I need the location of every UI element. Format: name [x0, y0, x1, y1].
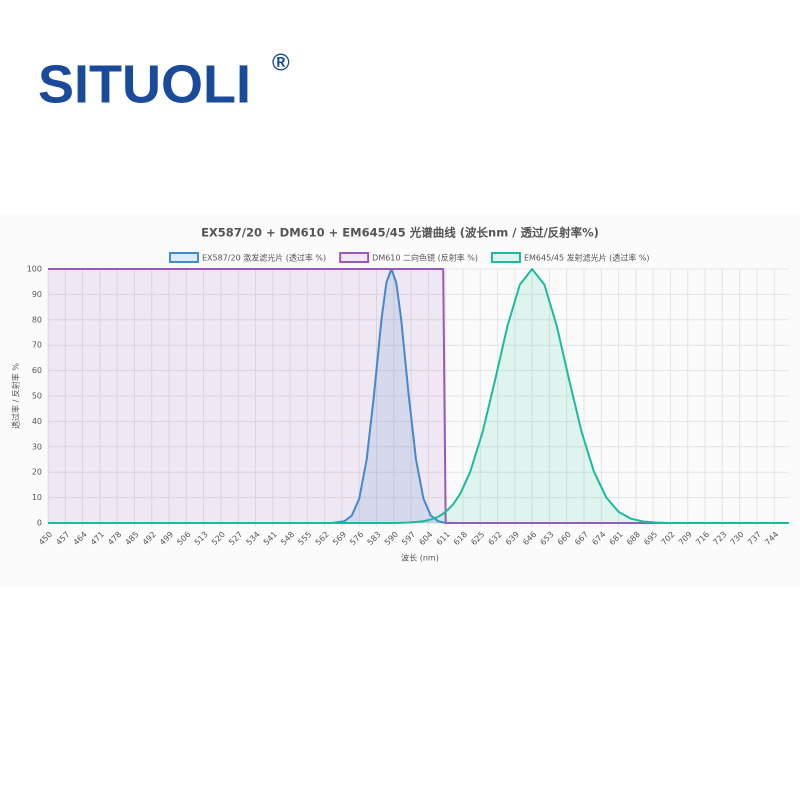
legend-label: EX587/20 激发滤光片 (透过率 %): [202, 253, 326, 263]
legend-swatch: [169, 252, 199, 263]
y-tick-label: 0: [37, 519, 42, 528]
y-tick-label: 10: [32, 493, 42, 502]
logo-mark: ®: [272, 49, 290, 76]
y-tick-label: 40: [32, 417, 42, 426]
logo-text: SITUOLI: [38, 54, 251, 114]
y-tick-label: 70: [32, 341, 42, 350]
line: [48, 268, 789, 524]
x-axis-label: 波长 (nm): [401, 553, 439, 563]
area: [48, 269, 789, 523]
y-tick-label: 20: [32, 468, 42, 477]
legend-label: EM645/45 发射滤光片 (透过率 %): [524, 253, 650, 263]
y-tick-label: 60: [32, 366, 42, 375]
chart-card: [0, 215, 800, 587]
y-tick-label: 30: [32, 442, 42, 451]
y-tick-label: 80: [32, 315, 42, 324]
legend-label: DM610 二向色镜 (反射率 %): [372, 253, 478, 263]
y-tick-label: 50: [32, 392, 42, 401]
y-axis-label: 透过率 / 反射率 %: [11, 363, 21, 429]
y-tick-label: 100: [27, 265, 42, 274]
y-tick-label: 90: [32, 290, 42, 299]
line: [48, 268, 789, 524]
chart-title: EX587/20 + DM610 + EM645/45 光谱曲线 (波长nm /…: [201, 226, 599, 240]
legend-swatch: [490, 252, 521, 263]
legend-swatch: [339, 252, 370, 263]
